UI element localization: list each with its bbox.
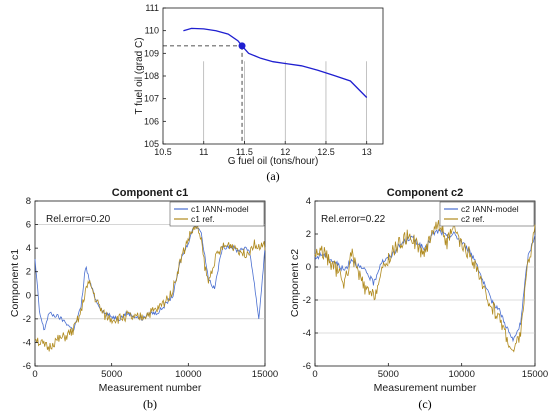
plot-a-xtick-label: 11.5 xyxy=(236,147,253,157)
panel-c-label: (c) xyxy=(418,397,431,411)
plot-c-ytick-label: -2 xyxy=(303,295,311,306)
plot-a-ytick-label: 108 xyxy=(144,71,159,81)
panel-b-component-c1: Component c1 0 5000 10000 15000-6-4-202468 … xyxy=(9,187,278,411)
plot-b-series-c1-ref- xyxy=(34,224,266,352)
plot-a-ytick-label: 107 xyxy=(144,94,159,104)
plot-a-ytick-label: 109 xyxy=(144,48,159,58)
plot-b-ytick-label: 0 xyxy=(26,290,31,301)
plot-a-series-curve xyxy=(183,27,368,98)
plot-b-ytick-label: -6 xyxy=(23,361,31,372)
plot-c-ytick-label: 4 xyxy=(306,196,311,207)
panel-a-label: (a) xyxy=(266,169,279,183)
plot-a-xtick-label: 12.5 xyxy=(317,147,335,157)
plot-b-ytick-label: 4 xyxy=(26,243,31,254)
plot-a-ytick-label: 110 xyxy=(145,26,159,36)
plot-a-xtick-label: 12 xyxy=(280,147,290,157)
plot-b-ytick-label: 6 xyxy=(26,220,31,231)
plot-c-ytick-label: -6 xyxy=(303,361,311,372)
plot-c-legend-model: c2 IANN-model xyxy=(461,204,519,214)
panel-c-component-c2: Component c2 0 5000 10000 15000 -6 -4 -2 0 2 4 Re… xyxy=(289,187,548,411)
plot-a-ytick-label: 106 xyxy=(144,116,159,126)
plot-c-xtick-label: 15000 xyxy=(522,369,548,380)
plot-a-xtick-label: 10.5 xyxy=(154,147,172,157)
plot-b-legend: c1 IANN-model c1 ref. xyxy=(169,201,265,227)
plot-c-title: Component c2 xyxy=(387,187,463,199)
plot-b-xtick-label: 10000 xyxy=(175,369,201,380)
plot-b-xtick-label: 5000 xyxy=(101,369,122,380)
plot-b-title: Component c1 xyxy=(112,187,188,199)
plot-a-frame xyxy=(162,7,384,145)
plot-b-ytick-label: 2 xyxy=(26,267,31,278)
plot-b-xlabel: Measurement number xyxy=(99,382,202,394)
plot-a-xtick-label: 13 xyxy=(362,147,372,157)
plot-b-xtick-label: 15000 xyxy=(252,369,278,380)
plot-b-ytick-label: -2 xyxy=(23,314,31,325)
plot-c-frame xyxy=(314,200,536,367)
plot-b-legend-ref: c1 ref. xyxy=(191,214,215,224)
plot-c-annotation: Rel.error=0.22 xyxy=(321,214,386,225)
plot-a-ytick-label: 111 xyxy=(145,3,159,13)
plot-c-legend: c2 IANN-model c2 ref. xyxy=(439,201,535,227)
panel-a-fuel-temperature: 10.5 11 11.5 12 12.5 13105106107108109110111 … xyxy=(134,3,384,183)
plot-c-ytick-label: -4 xyxy=(303,328,311,339)
plot-c-legend-ref: c2 ref. xyxy=(461,214,485,224)
plot-c-series-c2-ref- xyxy=(314,220,536,353)
plot-a-ytick-label: 105 xyxy=(144,139,159,149)
plot-b-ytick-label: -4 xyxy=(23,337,31,348)
panel-b-label: (b) xyxy=(143,397,157,411)
plot-b-ylabel: Component c1 xyxy=(9,249,21,317)
plot-c-xtick-label: 5000 xyxy=(378,369,399,380)
plot-b-xtick-label: 0 xyxy=(32,369,37,380)
plot-a-xlabel: G fuel oil (tons/hour) xyxy=(228,156,319,167)
plot-c-xtick-label: 0 xyxy=(312,369,317,380)
plot-b-legend-box xyxy=(169,201,265,227)
plot-c-xlabel: Measurement number xyxy=(374,382,477,394)
plot-a-xtick-label: 11 xyxy=(199,147,208,157)
plot-b-legend-model: c1 IANN-model xyxy=(191,204,249,214)
plot-a-ylabel: T fuel oil (grad C) xyxy=(134,37,145,114)
plot-c-ylabel: Component c2 xyxy=(289,249,301,317)
plot-c-ytick-label: 0 xyxy=(306,262,311,273)
plot-a-highlight-marker xyxy=(238,42,246,50)
plot-c-xtick-label: 10000 xyxy=(448,369,474,380)
plot-c-ytick-label: 2 xyxy=(306,229,311,240)
plot-c-legend-box xyxy=(439,201,535,227)
plot-b-ytick-label: 8 xyxy=(26,196,31,207)
plot-b-annotation: Rel.error=0.20 xyxy=(46,214,111,225)
plot-b-frame xyxy=(34,200,266,367)
